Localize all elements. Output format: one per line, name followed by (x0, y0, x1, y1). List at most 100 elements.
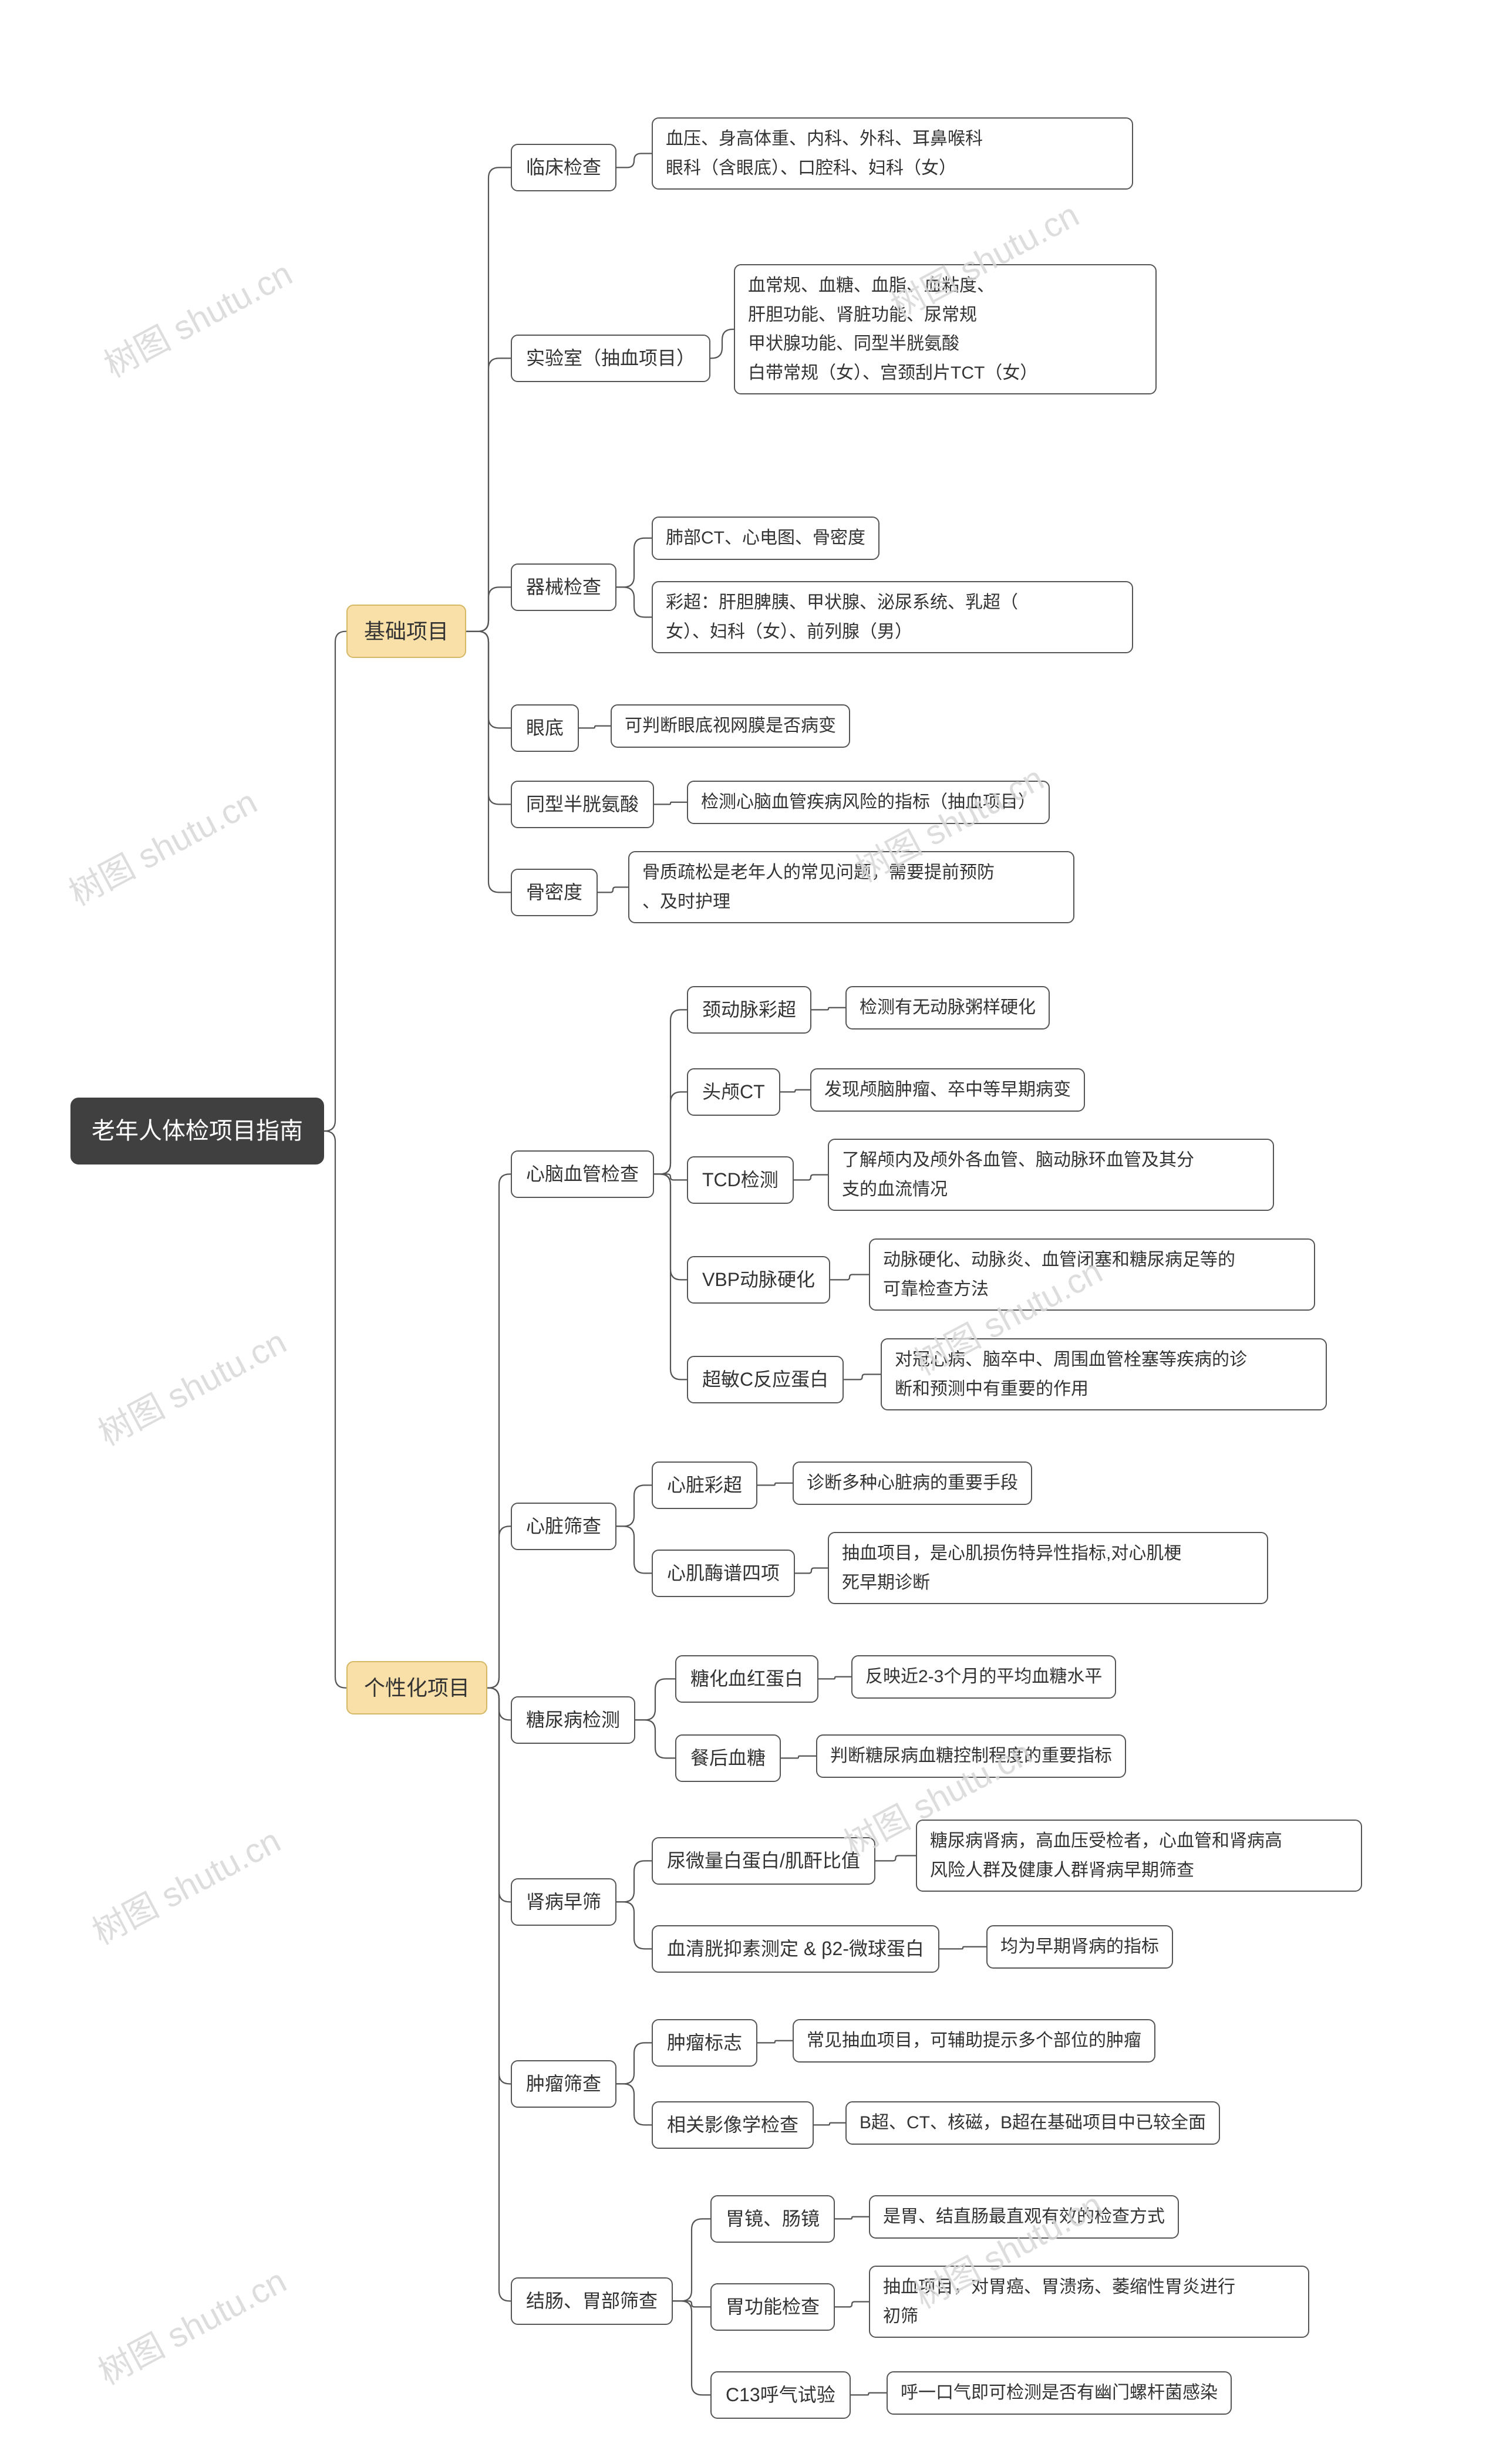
node-b6al: 是胃、结直肠最直观有效的检查方式 (869, 2195, 1179, 2239)
edge (844, 1375, 881, 1380)
edge (673, 2219, 710, 2301)
node-b1c: TCD检测 (687, 1156, 794, 1204)
node-b1d: VBP动脉硬化 (687, 1256, 830, 1304)
edge (851, 2393, 887, 2395)
node-a4: 眼底 (511, 704, 579, 752)
node-b3bl: 判断糖尿病血糖控制程度的重要指标 (816, 1734, 1126, 1778)
watermark: 树图 shutu.cn (88, 2254, 294, 2394)
edge (654, 1174, 687, 1379)
edge (616, 1861, 652, 1902)
edge (616, 538, 652, 588)
edge (757, 2041, 793, 2043)
node-b2: 心脏筛查 (511, 1503, 616, 1550)
edge (811, 1008, 845, 1010)
edge (654, 1174, 687, 1180)
edge (616, 1485, 652, 1526)
edge (466, 167, 511, 631)
edge (654, 1174, 687, 1280)
node-b1bl: 发现颅脑肿瘤、卒中等早期病变 (810, 1068, 1085, 1112)
edge (635, 1679, 675, 1720)
edge (487, 1688, 511, 2301)
node-catA: 基础项目 (346, 605, 466, 658)
node-b3: 糖尿病检测 (511, 1696, 635, 1744)
node-b4: 肾病早筛 (511, 1878, 616, 1926)
node-b5b: 相关影像学检查 (652, 2101, 814, 2149)
edge (487, 1526, 511, 1687)
edge (466, 632, 511, 893)
edge (616, 587, 652, 617)
edge (654, 1010, 687, 1174)
node-b6bl: 抽血项目，对胃癌、胃溃疡、萎缩性胃炎进行初筛 (869, 2266, 1309, 2338)
node-b1dl: 动脉硬化、动脉炎、血管闭塞和糖尿病足等的可靠检查方法 (869, 1238, 1315, 1311)
node-b2b: 心肌酶谱四项 (652, 1550, 795, 1597)
edge (616, 2084, 652, 2125)
edge (324, 1131, 346, 1688)
node-b6a: 胃镜、肠镜 (710, 2195, 835, 2243)
node-b5bl: B超、CT、核磁，B超在基础项目中已较全面 (845, 2101, 1220, 2145)
node-a5l: 检测心脑血管疾病风险的指标（抽血项目） (687, 781, 1050, 824)
mindmap-canvas: 老年人体检项目指南基础项目个性化项目临床检查血压、身高体重、内科、外科、耳鼻喉科… (0, 0, 1503, 2464)
edge (795, 1568, 828, 1574)
edge (654, 1092, 687, 1174)
node-b1cl: 了解颅内及颅外各血管、脑动脉环血管及其分支的血流情况 (828, 1139, 1274, 1211)
node-b2al: 诊断多种心脏病的重要手段 (793, 1461, 1032, 1505)
node-a3l1: 肺部CT、心电图、骨密度 (652, 517, 879, 560)
edge (466, 632, 511, 728)
node-b1al: 检测有无动脉粥样硬化 (845, 986, 1050, 1030)
edge (654, 802, 687, 805)
edge (466, 587, 511, 631)
edge (487, 1688, 511, 1902)
edge (673, 2301, 710, 2395)
edge (835, 2302, 869, 2307)
node-b3al: 反映近2-3个月的平均血糖水平 (851, 1655, 1116, 1699)
node-b2bl: 抽血项目，是心肌损伤特异性指标,对心肌梗死早期诊断 (828, 1532, 1268, 1604)
edge (818, 1677, 851, 1679)
edge (794, 1175, 828, 1180)
node-b1a: 颈动脉彩超 (687, 986, 811, 1034)
node-b6b: 胃功能检查 (710, 2283, 835, 2331)
edge (673, 2301, 710, 2307)
node-b3b: 餐后血糖 (675, 1734, 781, 1782)
node-b1el: 对冠心病、脑卒中、周围血管栓塞等疾病的诊断和预测中有重要的作用 (881, 1338, 1327, 1410)
watermark: 树图 shutu.cn (82, 1814, 288, 1954)
edge (781, 1756, 816, 1758)
node-b4al: 糖尿病肾病，高血压受检者，心血管和肾病高风险人群及健康人群肾病早期筛查 (916, 1820, 1362, 1892)
edge (616, 1526, 652, 1573)
node-catB: 个性化项目 (346, 1661, 487, 1714)
node-a2: 实验室（抽血项目） (511, 335, 710, 382)
node-b6c: C13呼气试验 (710, 2371, 851, 2419)
edge (598, 887, 628, 893)
edge (616, 2043, 652, 2084)
watermark: 树图 shutu.cn (94, 247, 299, 387)
watermark: 树图 shutu.cn (88, 1315, 294, 1455)
node-a1: 临床检查 (511, 144, 616, 191)
edge (324, 632, 346, 1131)
node-a6: 骨密度 (511, 869, 598, 916)
node-root: 老年人体检项目指南 (70, 1098, 324, 1165)
node-b1b: 头颅CT (687, 1068, 780, 1116)
node-a6l: 骨质疏松是老年人的常见问题，需要提前预防、及时护理 (628, 851, 1074, 923)
edge (830, 1275, 869, 1280)
node-a5: 同型半胱氨酸 (511, 781, 654, 828)
edge (710, 329, 734, 358)
node-b1e: 超敏C反应蛋白 (687, 1356, 844, 1403)
node-b2a: 心脏彩超 (652, 1461, 757, 1509)
edge (780, 1090, 810, 1092)
node-b4a: 尿微量白蛋白/肌酐比值 (652, 1837, 875, 1885)
node-a3: 器械检查 (511, 563, 616, 611)
edge (487, 1174, 511, 1687)
watermark: 树图 shutu.cn (59, 775, 264, 915)
edge (835, 2217, 869, 2219)
node-b3a: 糖化血红蛋白 (675, 1655, 818, 1703)
edge (579, 726, 611, 728)
edge (616, 154, 652, 168)
node-a3l2: 彩超：肝胆脾胰、甲状腺、泌尿系统、乳超（女）、妇科（女）、前列腺（男） (652, 581, 1133, 653)
edge (814, 2123, 845, 2125)
node-b5a: 肿瘤标志 (652, 2019, 757, 2067)
node-b4b: 血清胱抑素测定 & β2-微球蛋白 (652, 1925, 939, 1973)
edge (757, 1483, 793, 1486)
edge (487, 1688, 511, 1720)
node-a4l: 可判断眼底视网膜是否病变 (611, 704, 850, 748)
node-b1: 心脑血管检查 (511, 1150, 654, 1198)
edge (875, 1856, 916, 1861)
